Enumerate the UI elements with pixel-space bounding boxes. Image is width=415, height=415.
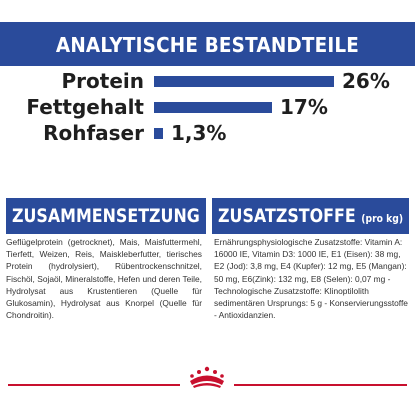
additives-title: ZUSATZSTOFFE (pro kg): [218, 205, 403, 227]
composition-text: Geflügelprotein (getrocknet), Mais, Mais…: [6, 237, 202, 321]
nutrient-value-fettgehalt: 17%: [280, 95, 328, 119]
nutrient-value-rohfaser: 1,3%: [171, 121, 227, 145]
nutrient-bar-protein: [154, 76, 334, 87]
royal-canin-crown-icon: [190, 366, 224, 388]
composition-title: ZUSAMMENSETZUNG: [12, 205, 200, 227]
nutrient-label-protein: Protein: [61, 69, 144, 93]
nutrient-label-fettgehalt: Fettgehalt: [26, 95, 144, 119]
additives-header: ZUSATZSTOFFE (pro kg): [212, 198, 409, 234]
nutrient-bar-rohfaser: [154, 128, 163, 139]
footer-line-left: [8, 384, 180, 386]
analysis-banner: ANALYTISCHE BESTANDTEILE: [0, 22, 415, 66]
nutrient-value-protein: 26%: [342, 69, 390, 93]
nutrient-bar-fettgehalt: [154, 102, 272, 113]
additives-title-main: ZUSATZSTOFFE: [218, 205, 356, 227]
analysis-title: ANALYTISCHE BESTANDTEILE: [55, 33, 360, 57]
composition-header: ZUSAMMENSETZUNG: [6, 198, 206, 234]
additives-text: Ernährungsphysiologische Zusatzstoffe: V…: [214, 237, 408, 321]
footer-line-right: [234, 384, 407, 386]
nutrient-label-rohfaser: Rohfaser: [43, 121, 144, 145]
additives-title-unit: (pro kg): [361, 212, 404, 225]
